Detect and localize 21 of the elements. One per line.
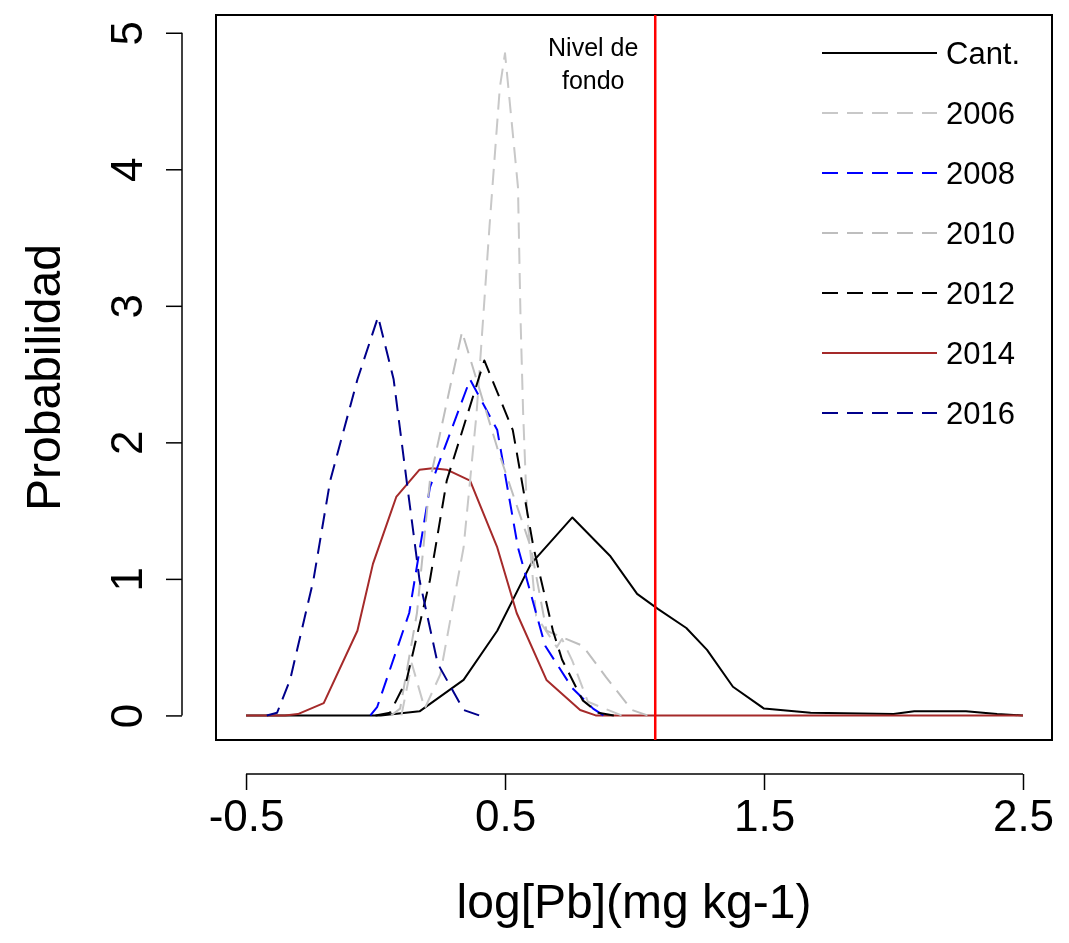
line-series [245,467,1024,717]
legend-label: 2016 [946,396,1015,431]
x-tick-label: 2.5 [992,791,1055,841]
y-tick-label: 3 [102,294,151,319]
y-tick-label: 0 [102,703,151,729]
legend-label: Cant. [946,36,1021,71]
y-tick-label: 4 [102,157,151,183]
ref-line-label: Nivel de fondo [548,33,639,94]
x-tick-label: 1.5 [733,791,796,841]
legend-label: 2012 [946,276,1015,311]
legend-label: 2008 [946,156,1015,191]
y-tick-label: 1 [102,567,151,592]
x-tick-label: -0.5 [208,791,285,841]
y-tick-label: 2 [102,430,151,456]
legend-label: 2014 [946,336,1015,371]
legend-label: 2006 [946,96,1015,131]
legend-label: 2010 [946,216,1015,251]
x-axis-title: log[Pb](mg kg-1) [456,875,812,928]
y-axis-title: Probabilidad [17,244,70,511]
y-tick-label: 5 [102,21,151,46]
x-tick-label: 0.5 [474,791,537,841]
